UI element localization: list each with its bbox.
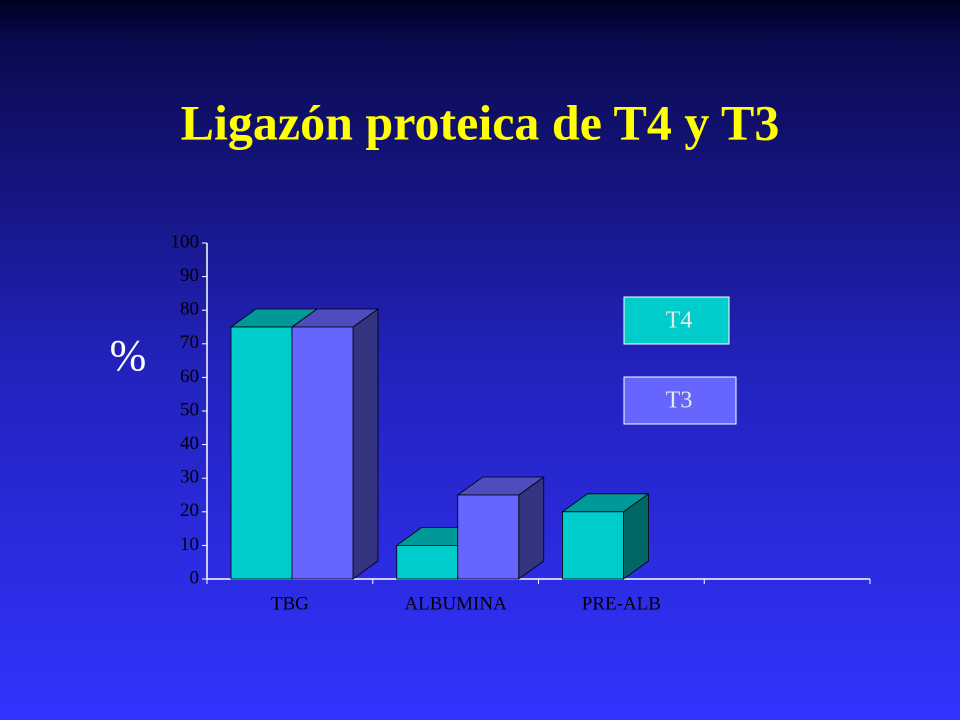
bar: [230, 326, 293, 580]
y-tick-label: 30: [180, 467, 199, 488]
legend-label: T3: [666, 388, 693, 414]
legend-label: T4: [666, 308, 693, 334]
bar: [457, 494, 520, 580]
x-tick-label: ALBUMINA: [404, 593, 507, 614]
bar: [562, 511, 624, 580]
x-tick-label: PRE-ALB: [582, 593, 661, 614]
y-tick-label: 20: [180, 500, 199, 521]
x-tick-label: TBG: [271, 593, 309, 614]
y-tick-label: 70: [180, 332, 199, 353]
bar: [396, 545, 459, 580]
y-tick-label: 100: [171, 231, 200, 252]
y-tick-label: 60: [180, 366, 199, 387]
chart-title: Ligazón proteica de T4 y T3: [181, 94, 780, 150]
y-tick-label: 80: [180, 299, 199, 320]
y-tick-label: 90: [180, 265, 199, 286]
y-tick-label: 40: [180, 433, 199, 454]
y-tick-label: 50: [180, 399, 199, 420]
y-tick-label: 0: [190, 567, 200, 588]
bar: [291, 326, 354, 580]
legend-swatch: [623, 296, 730, 345]
legend-swatch: [623, 376, 737, 425]
y-tick-label: 10: [180, 534, 199, 555]
y-axis-label: %: [110, 331, 147, 380]
bar-side: [352, 308, 379, 580]
